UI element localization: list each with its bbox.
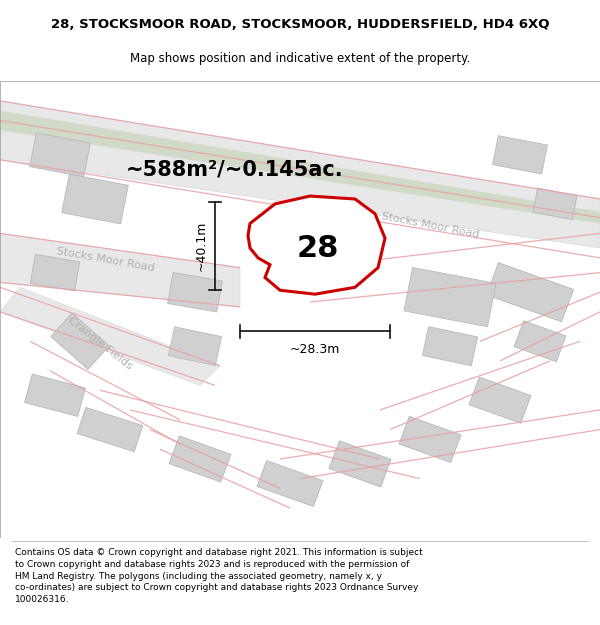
Text: ~588m²/~0.145ac.: ~588m²/~0.145ac. [126,159,344,179]
Polygon shape [0,111,600,224]
Polygon shape [169,327,221,366]
Polygon shape [533,188,577,219]
Text: 28: 28 [297,234,339,262]
Polygon shape [0,233,240,307]
Polygon shape [62,174,128,224]
Text: ~40.1m: ~40.1m [194,221,208,271]
Polygon shape [30,254,80,291]
Polygon shape [487,262,574,322]
Polygon shape [29,133,91,177]
Polygon shape [514,321,566,362]
Polygon shape [329,441,391,487]
Polygon shape [248,196,385,294]
Polygon shape [25,374,85,416]
Polygon shape [0,288,220,386]
Polygon shape [469,377,531,423]
Text: Map shows position and indicative extent of the property.: Map shows position and indicative extent… [130,52,470,65]
Polygon shape [77,408,143,452]
Polygon shape [404,268,496,327]
Text: ~28.3m: ~28.3m [290,342,340,356]
Text: Stocks Moor Road: Stocks Moor Road [380,211,480,240]
Polygon shape [167,272,223,312]
Polygon shape [493,136,547,174]
Polygon shape [51,313,109,369]
Polygon shape [0,101,600,248]
Polygon shape [422,327,478,366]
Text: Stocks Moor Road: Stocks Moor Road [55,246,155,273]
Text: 28, STOCKSMOOR ROAD, STOCKSMOOR, HUDDERSFIELD, HD4 6XQ: 28, STOCKSMOOR ROAD, STOCKSMOOR, HUDDERS… [51,18,549,31]
Polygon shape [399,416,461,462]
Text: Crangle Fields: Crangle Fields [66,315,134,371]
Polygon shape [169,436,231,482]
Polygon shape [257,461,323,506]
Text: Contains OS data © Crown copyright and database right 2021. This information is : Contains OS data © Crown copyright and d… [15,548,423,604]
